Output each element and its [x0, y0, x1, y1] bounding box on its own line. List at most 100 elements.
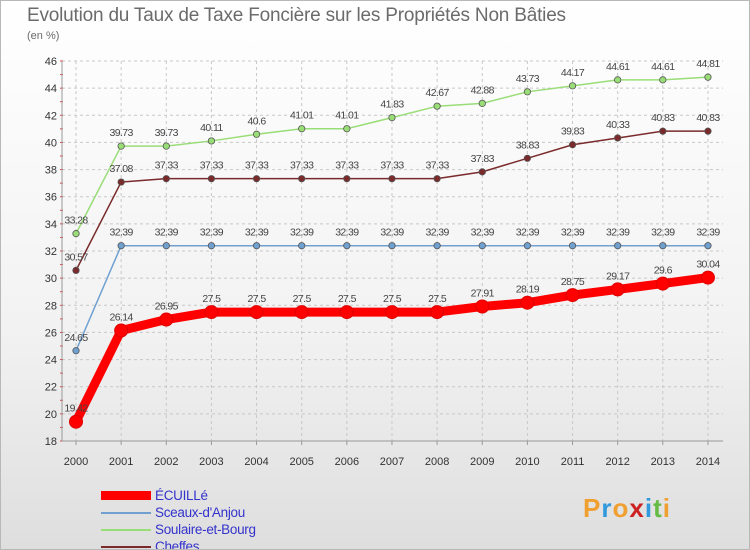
data-label: 44.81 [696, 58, 720, 70]
data-point [343, 175, 351, 183]
legend-label: Soulaire-et-Bourg [155, 522, 256, 537]
data-label: 27.5 [293, 293, 312, 305]
data-point [162, 175, 170, 183]
data-label: 42.67 [425, 87, 449, 99]
data-label: 37.33 [380, 160, 404, 172]
y-tick-label: 20 [45, 409, 57, 421]
data-label: 29.6 [654, 265, 673, 277]
data-point [117, 178, 125, 186]
y-tick-label: 26 [45, 327, 57, 339]
data-point [252, 130, 261, 138]
data-point [72, 230, 80, 238]
data-label: 37.33 [200, 160, 224, 172]
data-point [207, 175, 216, 183]
data-point [72, 347, 80, 355]
data-label: 32.39 [335, 227, 359, 239]
data-label: 32.39 [516, 227, 540, 239]
data-point [478, 99, 486, 107]
data-point [433, 175, 441, 183]
data-point [704, 242, 712, 250]
x-tick-label: 2002 [154, 456, 178, 468]
data-point [475, 299, 490, 314]
data-label: 26.95 [155, 301, 179, 313]
data-label: 28.19 [516, 284, 540, 296]
data-label: 27.5 [202, 293, 221, 305]
data-label: 32.39 [425, 227, 449, 239]
legend-item: Sceaux-d'Anjou [101, 504, 256, 521]
data-label: 44.61 [606, 61, 630, 73]
data-label: 32.39 [290, 227, 314, 239]
logo-letter: x [629, 493, 645, 523]
data-point [343, 125, 351, 133]
data-point [252, 242, 261, 250]
data-point [568, 141, 577, 149]
data-point [659, 127, 667, 135]
y-tick-label: 44 [45, 83, 57, 95]
x-tick-label: 2012 [605, 456, 629, 468]
data-label: 32.39 [155, 227, 179, 239]
data-label: 41.01 [290, 110, 314, 122]
legend-item: Cheffes [101, 538, 256, 550]
legend-label: Cheffes [155, 539, 200, 550]
data-point [614, 134, 622, 142]
y-axis-unit-label: (en %) [27, 30, 60, 42]
y-tick-label: 34 [45, 219, 57, 231]
data-label: 27.5 [338, 293, 357, 305]
data-point [433, 242, 441, 250]
axis-layer: 18 20 22 24 26 28 30 32 34 36 38 40 42 44 46 2000 2001 20… [45, 56, 723, 468]
legend-item: ÉCUILLé [101, 487, 256, 504]
data-label: 40.83 [696, 112, 720, 124]
data-label: 28.75 [561, 276, 585, 288]
data-label: 33.28 [64, 215, 88, 227]
data-label: 32.39 [471, 227, 495, 239]
legend-label: ÉCUILLé [155, 488, 208, 503]
y-tick-label: 42 [45, 110, 57, 122]
legend-swatch [101, 528, 151, 531]
legend-label: Sceaux-d'Anjou [155, 505, 245, 520]
data-point [659, 76, 667, 84]
data-point [568, 82, 577, 90]
data-label: 27.91 [471, 288, 495, 300]
data-point [523, 88, 532, 96]
series-layer [69, 73, 715, 429]
data-label: 40.6 [248, 115, 267, 127]
data-label: 37.33 [425, 160, 449, 172]
data-point [655, 276, 670, 291]
y-tick-label: 30 [45, 273, 57, 285]
data-label: 32.39 [380, 227, 404, 239]
logo-letter: t [653, 493, 663, 523]
data-label: 44.17 [561, 67, 585, 79]
data-point [252, 175, 261, 183]
data-label: 37.33 [290, 160, 314, 172]
y-tick-label: 24 [45, 355, 57, 367]
data-point [384, 305, 399, 320]
data-label: 32.39 [651, 227, 675, 239]
data-point [704, 127, 712, 135]
data-point [204, 305, 219, 320]
data-label: 41.83 [380, 99, 404, 111]
data-point [114, 323, 129, 338]
data-point [523, 154, 532, 162]
data-label: 19.42 [64, 403, 88, 415]
data-label: 37.33 [155, 160, 179, 172]
chart-title: Evolution du Taux de Taxe Foncière sur l… [27, 5, 566, 26]
data-point [162, 142, 170, 150]
data-label: 29.17 [606, 270, 630, 282]
data-label: 32.39 [696, 227, 720, 239]
data-point [523, 242, 532, 250]
grid-layer [62, 60, 723, 442]
data-point [294, 305, 309, 320]
data-point [478, 242, 486, 250]
data-point [614, 76, 622, 84]
data-point [117, 142, 125, 150]
data-point [430, 305, 445, 320]
data-point [433, 102, 441, 110]
data-label: 37.83 [471, 153, 495, 165]
data-point [659, 242, 667, 250]
data-point [568, 242, 577, 250]
logo-letter: i [662, 493, 671, 523]
data-point [72, 266, 80, 275]
y-tick-label: 28 [45, 300, 57, 312]
data-point [207, 242, 216, 250]
